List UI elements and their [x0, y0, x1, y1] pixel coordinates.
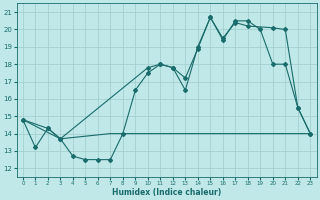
- X-axis label: Humidex (Indice chaleur): Humidex (Indice chaleur): [112, 188, 221, 197]
